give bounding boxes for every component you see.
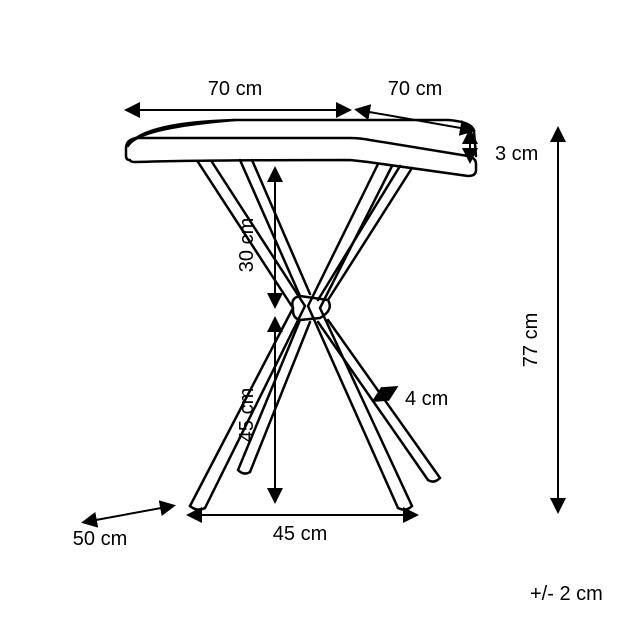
dim-line-base-depth [85, 506, 172, 522]
dim-label-top-width: 70 cm [208, 78, 262, 100]
dim-label-leg-thick: 4 cm [405, 388, 448, 410]
tolerance-note: +/- 2 cm [530, 583, 603, 605]
dimension-diagram: 70 cm 70 cm 3 cm 30 cm 45 cm 4 cm 77 cm … [0, 0, 620, 620]
dim-label-total-h: 77 cm [520, 313, 542, 367]
dim-label-base-depth: 50 cm [73, 528, 127, 550]
dim-label-base-width: 45 cm [273, 523, 327, 545]
dim-label-top-depth: 70 cm [388, 78, 442, 100]
dim-label-upper-h: 30 cm [236, 218, 258, 272]
dim-label-lower-h: 45 cm [236, 388, 258, 442]
table-outline [126, 120, 476, 510]
dim-label-top-thick: 3 cm [495, 143, 538, 165]
